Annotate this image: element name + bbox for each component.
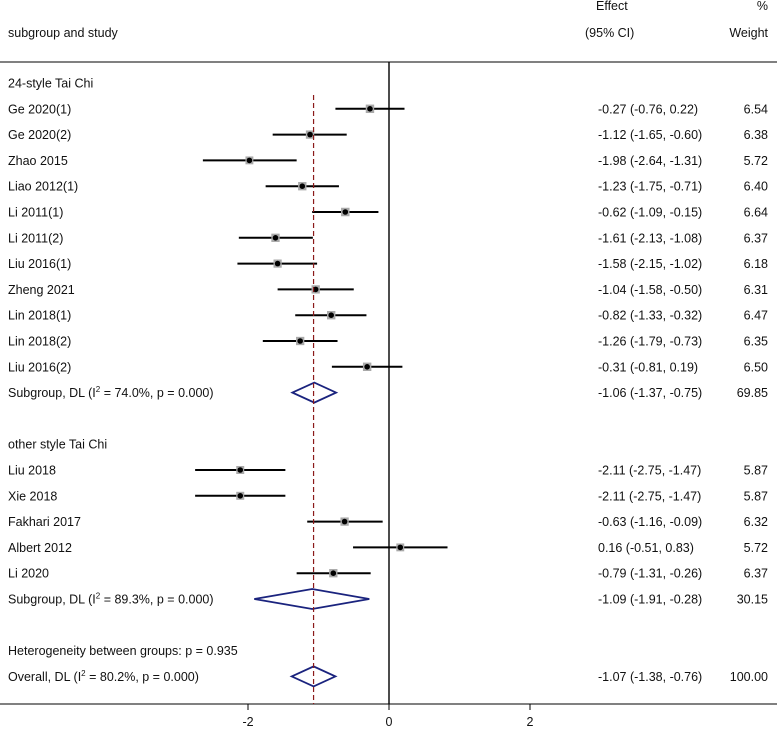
point-estimate [299, 183, 306, 189]
effect-ci-text: -1.23 (-1.75, -0.71) [598, 180, 702, 194]
effect-ci-text: -1.26 (-1.79, -0.73) [598, 335, 702, 349]
study-label: Fakhari 2017 [8, 515, 81, 529]
point-estimate [397, 544, 404, 551]
effect-ci-text: -0.63 (-1.16, -0.09) [598, 515, 702, 529]
weight-text: 6.18 [744, 257, 768, 271]
effect-ci-text: -1.58 (-2.15, -1.02) [598, 257, 702, 271]
weight-text: 6.38 [744, 128, 768, 142]
group-label: other style Tai Chi [8, 438, 107, 452]
label-superscript: 2 [96, 592, 101, 601]
study-label: Lin 2018(1) [8, 309, 71, 323]
effect-ci-text: -0.27 (-0.76, 0.22) [598, 102, 698, 116]
label-part: = 80.2%, p = 0.000) [86, 670, 199, 684]
effect-ci-text: -1.12 (-1.65, -0.60) [598, 128, 702, 142]
study-label: Lin 2018(2) [8, 335, 71, 349]
effect-ci-text: -0.79 (-1.31, -0.26) [598, 567, 702, 581]
point-estimate [330, 570, 337, 576]
label-part: = 74.0%, p = 0.000) [100, 386, 213, 400]
effect-ci-text: -0.62 (-1.09, -0.15) [598, 206, 702, 220]
study-label: Ge 2020(2) [8, 128, 71, 142]
header-study: subgroup and study [8, 26, 119, 40]
weight-text: 5.72 [744, 541, 768, 555]
study-label: Liao 2012(1) [8, 180, 78, 194]
weight-text: 6.37 [744, 567, 768, 581]
weight-text: 6.64 [744, 206, 768, 220]
weight-text: 6.37 [744, 231, 768, 245]
point-estimate [341, 518, 348, 525]
study-label: Li 2020 [8, 567, 49, 581]
point-estimate [274, 260, 281, 267]
point-estimate [342, 209, 349, 215]
effect-ci-text: -2.11 (-2.75, -1.47) [598, 489, 701, 503]
study-label: Albert 2012 [8, 541, 72, 555]
point-estimate [237, 493, 244, 499]
effect-ci-text: 0.16 (-0.51, 0.83) [598, 541, 694, 555]
subgroup-diamond [290, 381, 339, 404]
effect-ci-text: -2.11 (-2.75, -1.47) [598, 464, 701, 478]
study-label: Xie 2018 [8, 489, 57, 503]
weight-text: 100.00 [730, 670, 768, 684]
weight-text: 30.15 [737, 593, 768, 607]
weight-text: 6.35 [744, 335, 768, 349]
label-part: Subgroup, DL (I [8, 386, 96, 400]
effect-ci-text: -0.82 (-1.33, -0.32) [598, 309, 702, 323]
effect-ci-text: -1.07 (-1.38, -0.76) [598, 670, 702, 684]
effect-ci-text: -1.09 (-1.91, -0.28) [598, 593, 702, 607]
x-tick-label: 0 [386, 715, 393, 729]
header-weight: Weight [729, 26, 768, 40]
study-label: Zhao 2015 [8, 154, 68, 168]
weight-text: 6.54 [744, 102, 768, 116]
label-superscript: 2 [81, 669, 86, 678]
label-part: = 89.3%, p = 0.000) [100, 593, 213, 607]
weight-text: 6.31 [744, 283, 768, 297]
study-label: Liu 2016(1) [8, 257, 71, 271]
point-estimate [246, 157, 253, 164]
subtotal-label: Subgroup, DL (I2 = 74.0%, p = 0.000) [8, 385, 214, 400]
overall-diamond [289, 665, 338, 688]
study-label: Li 2011(1) [8, 206, 63, 220]
effect-ci-text: -1.06 (-1.37, -0.75) [598, 386, 702, 400]
effect-ci-text: -1.04 (-1.58, -0.50) [598, 283, 702, 297]
point-estimate [364, 364, 370, 370]
effect-ci-text: -1.61 (-2.13, -1.08) [598, 231, 702, 245]
header-effect: Effect [596, 0, 628, 13]
label-superscript: 2 [96, 385, 101, 394]
point-estimate [328, 312, 334, 319]
point-estimate [307, 131, 313, 138]
study-label: Zheng 2021 [8, 283, 75, 297]
subtotal-label: Subgroup, DL (I2 = 89.3%, p = 0.000) [8, 592, 214, 607]
header-weight-symbol: % [757, 0, 768, 13]
x-tick-label: 2 [527, 715, 534, 729]
study-label: Li 2011(2) [8, 231, 63, 245]
study-label: Ge 2020(1) [8, 102, 71, 116]
study-label: Liu 2018 [8, 464, 56, 478]
group-label: 24-style Tai Chi [8, 77, 93, 91]
weight-text: 6.47 [744, 309, 768, 323]
weight-text: 6.50 [744, 360, 768, 374]
point-estimate [272, 235, 279, 241]
header-ci: (95% CI) [585, 26, 634, 40]
effect-ci-text: -0.31 (-0.81, 0.19) [598, 360, 698, 374]
study-label: Liu 2016(2) [8, 360, 71, 374]
x-tick-label: -2 [242, 715, 253, 729]
label-part: Overall, DL (I [8, 670, 81, 684]
weight-text: 5.87 [744, 489, 768, 503]
label-part: Subgroup, DL (I [8, 593, 96, 607]
overall-label: Overall, DL (I2 = 80.2%, p = 0.000) [8, 669, 199, 684]
weight-text: 69.85 [737, 386, 768, 400]
point-estimate [297, 338, 303, 344]
point-estimate [312, 286, 319, 293]
weight-text: 5.72 [744, 154, 768, 168]
weight-text: 6.40 [744, 180, 768, 194]
heterogeneity-note: Heterogeneity between groups: p = 0.935 [8, 644, 238, 658]
subgroup-diamond [254, 588, 370, 610]
point-estimate [367, 106, 373, 112]
effect-ci-text: -1.98 (-2.64, -1.31) [598, 154, 702, 168]
weight-text: 5.87 [744, 464, 768, 478]
point-estimate [237, 467, 244, 473]
weight-text: 6.32 [744, 515, 768, 529]
